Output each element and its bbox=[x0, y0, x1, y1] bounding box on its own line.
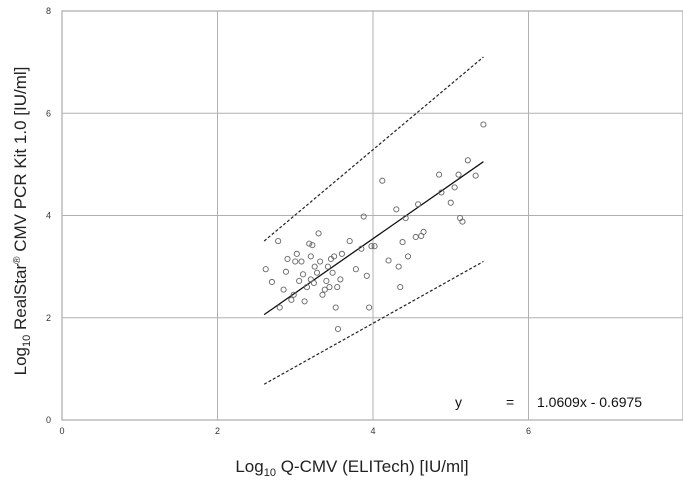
y-axis-title: Log10 RealStar® CMV PCR Kit 1.0 [IU/ml] bbox=[11, 67, 33, 376]
data-point bbox=[385, 257, 392, 264]
data-point bbox=[284, 255, 291, 263]
data-point bbox=[371, 243, 378, 250]
data-point bbox=[323, 277, 330, 284]
x-axis-title: Log10 Q-CMV (ELITech) [IU/ml] bbox=[235, 457, 468, 479]
x-tick-label: 6 bbox=[526, 426, 531, 436]
data-point bbox=[290, 291, 297, 298]
data-point bbox=[309, 242, 316, 249]
data-point bbox=[280, 286, 287, 293]
x-tick-label: 4 bbox=[370, 426, 375, 436]
data-point bbox=[415, 201, 422, 208]
data-point bbox=[307, 253, 314, 260]
lower-limit-line bbox=[263, 260, 484, 385]
data-point bbox=[315, 230, 322, 237]
upper-limit-line bbox=[263, 56, 484, 242]
data-point bbox=[298, 258, 305, 265]
grid-lines bbox=[62, 11, 683, 420]
data-point bbox=[268, 278, 275, 286]
x-tick-label: 0 bbox=[59, 426, 64, 436]
data-point bbox=[368, 243, 375, 250]
data-point bbox=[301, 298, 308, 305]
data-point bbox=[319, 291, 326, 298]
data-point bbox=[455, 171, 462, 178]
data-point bbox=[306, 240, 313, 247]
data-point bbox=[337, 276, 344, 283]
data-point bbox=[299, 271, 307, 278]
y-tick-label: 4 bbox=[46, 211, 51, 221]
data-point bbox=[313, 269, 321, 276]
data-point bbox=[464, 157, 471, 164]
data-point bbox=[307, 276, 314, 283]
data-point bbox=[262, 266, 269, 273]
data-point bbox=[282, 268, 289, 275]
data-point bbox=[436, 171, 443, 178]
data-point bbox=[393, 206, 400, 213]
regression-line bbox=[263, 161, 484, 316]
data-point bbox=[379, 177, 386, 184]
data-point bbox=[399, 239, 406, 246]
data-point bbox=[334, 284, 341, 291]
data-point bbox=[303, 284, 310, 291]
data-point bbox=[459, 218, 466, 225]
data-point bbox=[310, 279, 317, 287]
data-points bbox=[262, 121, 487, 333]
tick-labels: 0 2 4 6 0 2 4 6 8 bbox=[46, 6, 531, 436]
data-point bbox=[472, 172, 479, 179]
data-point bbox=[329, 269, 336, 276]
data-point bbox=[395, 263, 402, 270]
data-point bbox=[293, 250, 300, 257]
data-point bbox=[363, 272, 370, 279]
data-point bbox=[331, 253, 338, 260]
data-point bbox=[358, 245, 365, 252]
data-point bbox=[311, 263, 318, 270]
data-point bbox=[296, 277, 303, 284]
data-point bbox=[404, 253, 412, 260]
y-tick-label: 8 bbox=[46, 6, 51, 16]
y-tick-label: 6 bbox=[46, 108, 51, 118]
equation-lhs: y bbox=[455, 394, 462, 410]
data-point bbox=[276, 304, 283, 311]
data-point bbox=[317, 258, 324, 265]
data-point bbox=[288, 296, 295, 303]
data-point bbox=[438, 189, 445, 196]
y-tick-label: 0 bbox=[46, 415, 51, 425]
data-point bbox=[451, 184, 458, 191]
data-point bbox=[352, 266, 359, 273]
data-point bbox=[346, 238, 353, 245]
data-point bbox=[412, 233, 419, 241]
data-point bbox=[275, 238, 282, 245]
data-point bbox=[326, 284, 333, 291]
confidence-limits bbox=[263, 56, 484, 385]
data-point bbox=[480, 121, 487, 128]
data-point bbox=[397, 284, 404, 291]
equation-rhs: 1.0609x - 0.6975 bbox=[537, 394, 642, 410]
data-point bbox=[360, 213, 367, 220]
data-point bbox=[338, 250, 345, 257]
data-point bbox=[366, 304, 373, 311]
data-point bbox=[447, 199, 454, 206]
data-point bbox=[402, 215, 409, 222]
data-point bbox=[324, 263, 331, 270]
data-point bbox=[420, 228, 427, 235]
equation-operator: = bbox=[506, 394, 514, 410]
data-point bbox=[321, 286, 328, 293]
data-point bbox=[332, 304, 339, 311]
x-tick-label: 2 bbox=[215, 426, 220, 436]
data-point bbox=[334, 325, 342, 333]
y-tick-label: 2 bbox=[46, 313, 51, 323]
data-point bbox=[292, 258, 299, 265]
